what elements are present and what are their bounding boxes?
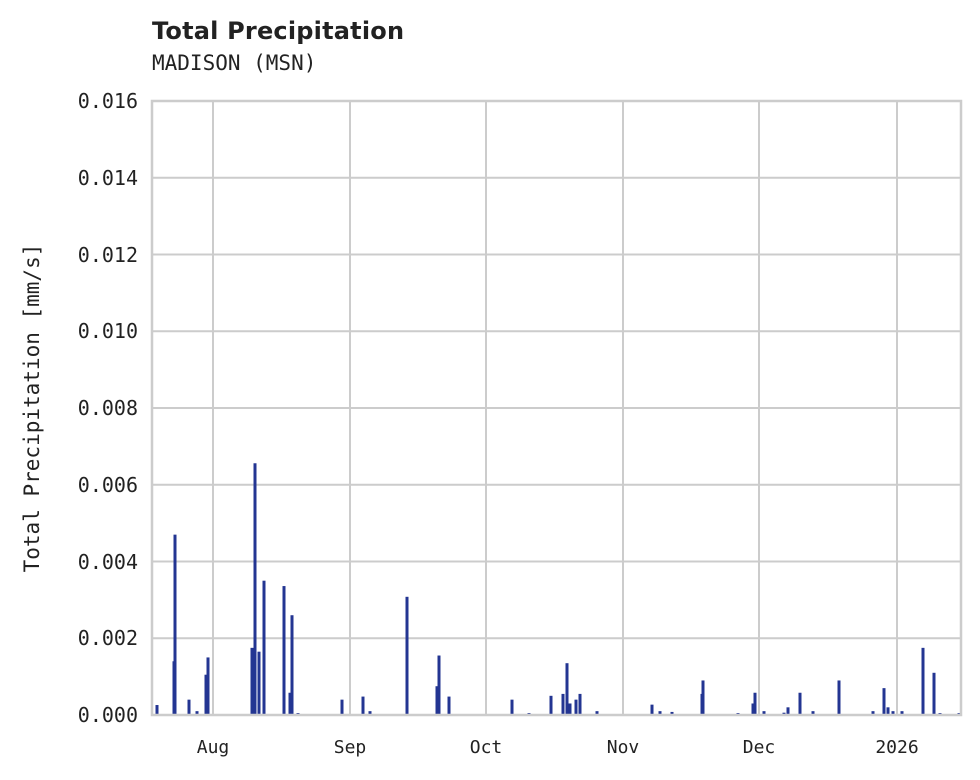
precip-bar <box>751 703 755 715</box>
x-tick-label: Dec <box>742 737 776 758</box>
precip-bar <box>595 711 599 715</box>
precip-bar <box>762 711 766 715</box>
y-tick-label: 0.000 <box>77 703 138 727</box>
precip-bar <box>811 711 815 715</box>
chart-subtitle: MADISON (MSN) <box>152 51 317 75</box>
precip-bar <box>187 699 191 715</box>
precip-bar <box>282 586 286 715</box>
x-tick-label: Nov <box>606 737 640 758</box>
precip-bar <box>565 663 569 715</box>
precip-bar <box>257 651 261 715</box>
x-tick-label: 2026 <box>875 737 919 758</box>
y-tick-label: 0.002 <box>77 626 138 651</box>
chart-title: Total Precipitation <box>152 17 405 45</box>
x-tick-label: Aug <box>196 737 230 758</box>
precip-bar <box>290 615 294 715</box>
precip-bar <box>932 672 936 715</box>
precip-bar <box>900 711 904 715</box>
gridlines <box>152 100 961 716</box>
y-tick-label: 0.012 <box>77 242 138 267</box>
precip-bar <box>437 655 441 715</box>
precip-bar <box>568 703 572 715</box>
precip-bar <box>253 463 257 715</box>
precip-bar <box>670 711 674 715</box>
precip-bar <box>871 711 875 715</box>
precip-bar <box>561 693 565 715</box>
precip-bar <box>368 711 372 715</box>
precip-bar <box>786 707 790 715</box>
y-tick-label: 0.008 <box>77 396 138 420</box>
precip-bar <box>882 688 886 715</box>
precip-bar <box>340 699 344 715</box>
precip-bar <box>405 596 409 715</box>
precip-bar <box>886 707 890 715</box>
precip-bar <box>435 686 439 715</box>
precip-bar <box>701 680 705 715</box>
precip-bar <box>510 699 514 715</box>
precip-bar <box>891 711 895 715</box>
y-tick-label: 0.004 <box>77 549 138 574</box>
precip-bar <box>155 705 159 715</box>
precip-bar <box>658 711 662 715</box>
precip-bar <box>195 711 199 715</box>
precip-bar <box>837 680 841 715</box>
precipitation-series <box>155 463 961 715</box>
precip-bar <box>262 580 266 715</box>
precip-bar <box>447 696 451 715</box>
precip-bar <box>921 647 925 715</box>
x-tick-label: Oct <box>469 737 503 758</box>
precip-bar <box>578 693 582 715</box>
precip-bar <box>361 696 365 715</box>
precip-bar <box>549 695 553 715</box>
precip-bar <box>753 692 757 715</box>
precip-bar <box>798 692 802 715</box>
precip-bar <box>204 674 208 715</box>
precip-bar <box>250 647 254 715</box>
y-tick-label: 0.010 <box>77 319 138 344</box>
precip-bar <box>574 699 578 715</box>
plot-frame <box>150 99 963 717</box>
x-tick-label: Sep <box>333 737 367 758</box>
precip-bar <box>288 692 292 715</box>
precip-bar <box>650 704 654 715</box>
y-tick-label: 0.016 <box>77 89 138 113</box>
y-tick-label: 0.006 <box>77 472 138 497</box>
precip-bar <box>206 657 210 715</box>
precip-bar <box>173 534 177 715</box>
y-tick-label: 0.014 <box>77 165 138 190</box>
